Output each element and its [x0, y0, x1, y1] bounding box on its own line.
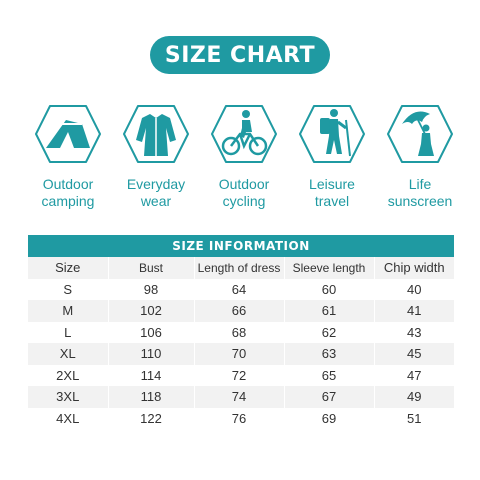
hexagon-badge	[123, 105, 189, 163]
table-cell: 68	[193, 321, 284, 343]
table-cell: 102	[107, 300, 194, 322]
use-label: Outdoor camping	[41, 176, 95, 209]
table-cell: 60	[283, 278, 374, 300]
use-item-camping: Outdoor camping	[24, 98, 112, 218]
table-cell: 51	[373, 407, 454, 429]
page-title: SIZE CHART	[150, 36, 330, 74]
table-header-row: Size Bust Length of dress Sleeve length …	[28, 257, 454, 279]
table-cell: 3XL	[28, 386, 108, 408]
hexagon-badge	[387, 105, 453, 163]
table-cell: 62	[283, 321, 374, 343]
table-cell: XL	[28, 343, 108, 365]
table-cell: 49	[373, 386, 454, 408]
table-cell: 41	[373, 300, 454, 322]
use-item-travel: Leisure travel	[288, 98, 376, 218]
use-item-sunscreen: Life sunscreen	[376, 98, 464, 218]
table-row: 3XL 118 74 67 49	[28, 386, 454, 408]
use-label: Life sunscreen	[387, 176, 453, 209]
table-cell: 74	[193, 386, 284, 408]
use-item-cycling: Outdoor cycling	[200, 98, 288, 218]
table-cell: 72	[193, 364, 284, 386]
table-cell: 43	[373, 321, 454, 343]
table-cell: 2XL	[28, 364, 108, 386]
tent-icon	[46, 120, 90, 148]
table-cell: L	[28, 321, 108, 343]
dress-icon	[136, 114, 176, 156]
table-cell: 47	[373, 364, 454, 386]
table-row: XL 110 70 63 45	[28, 343, 454, 365]
hexagon-badge	[211, 105, 277, 163]
table-cell: 4XL	[28, 407, 108, 429]
hexagon-badge	[35, 105, 101, 163]
column-header: Size	[28, 257, 108, 279]
table-cell: 65	[283, 364, 374, 386]
column-header: Bust	[107, 257, 194, 279]
table-row: 2XL 114 72 65 47	[28, 364, 454, 386]
size-information-table: Size Bust Length of dress Sleeve length …	[28, 257, 454, 429]
table-cell: 118	[107, 386, 194, 408]
table-row: 4XL 122 76 69 51	[28, 407, 454, 429]
table-cell: 64	[193, 278, 284, 300]
hiker-icon	[320, 109, 351, 157]
table-cell: 61	[283, 300, 374, 322]
column-header: Chip width	[373, 257, 454, 279]
umbrella-icon	[402, 111, 434, 156]
use-item-wear: Everyday wear	[112, 98, 200, 218]
table-cell: 106	[107, 321, 194, 343]
table-cell: 76	[193, 407, 284, 429]
table-cell: 45	[373, 343, 454, 365]
use-label: Leisure travel	[309, 176, 355, 209]
table-cell: 66	[193, 300, 284, 322]
hexagon-badge	[299, 105, 365, 163]
table-row: S 98 64 60 40	[28, 278, 454, 300]
table-cell: 122	[107, 407, 194, 429]
column-header: Length of dress	[193, 257, 284, 279]
table-cell: 40	[373, 278, 454, 300]
table-cell: M	[28, 300, 108, 322]
table-cell: 69	[283, 407, 374, 429]
size-table: SIZE INFORMATION Size Bust Length of dre…	[28, 235, 454, 429]
table-row: M 102 66 61 41	[28, 300, 454, 322]
cyclist-icon	[221, 110, 268, 156]
table-heading: SIZE INFORMATION	[28, 235, 454, 257]
table-cell: 114	[107, 364, 194, 386]
use-label: Outdoor cycling	[218, 176, 270, 209]
use-label: Everyday wear	[126, 176, 186, 209]
table-cell: 110	[107, 343, 194, 365]
table-cell: 98	[107, 278, 194, 300]
table-cell: 70	[193, 343, 284, 365]
column-header: Sleeve length	[283, 257, 374, 279]
table-cell: 67	[283, 386, 374, 408]
table-cell: S	[28, 278, 108, 300]
table-cell: 63	[283, 343, 374, 365]
usage-scenarios: Outdoor camping Everyday wear	[24, 98, 464, 218]
table-row: L 106 68 62 43	[28, 321, 454, 343]
